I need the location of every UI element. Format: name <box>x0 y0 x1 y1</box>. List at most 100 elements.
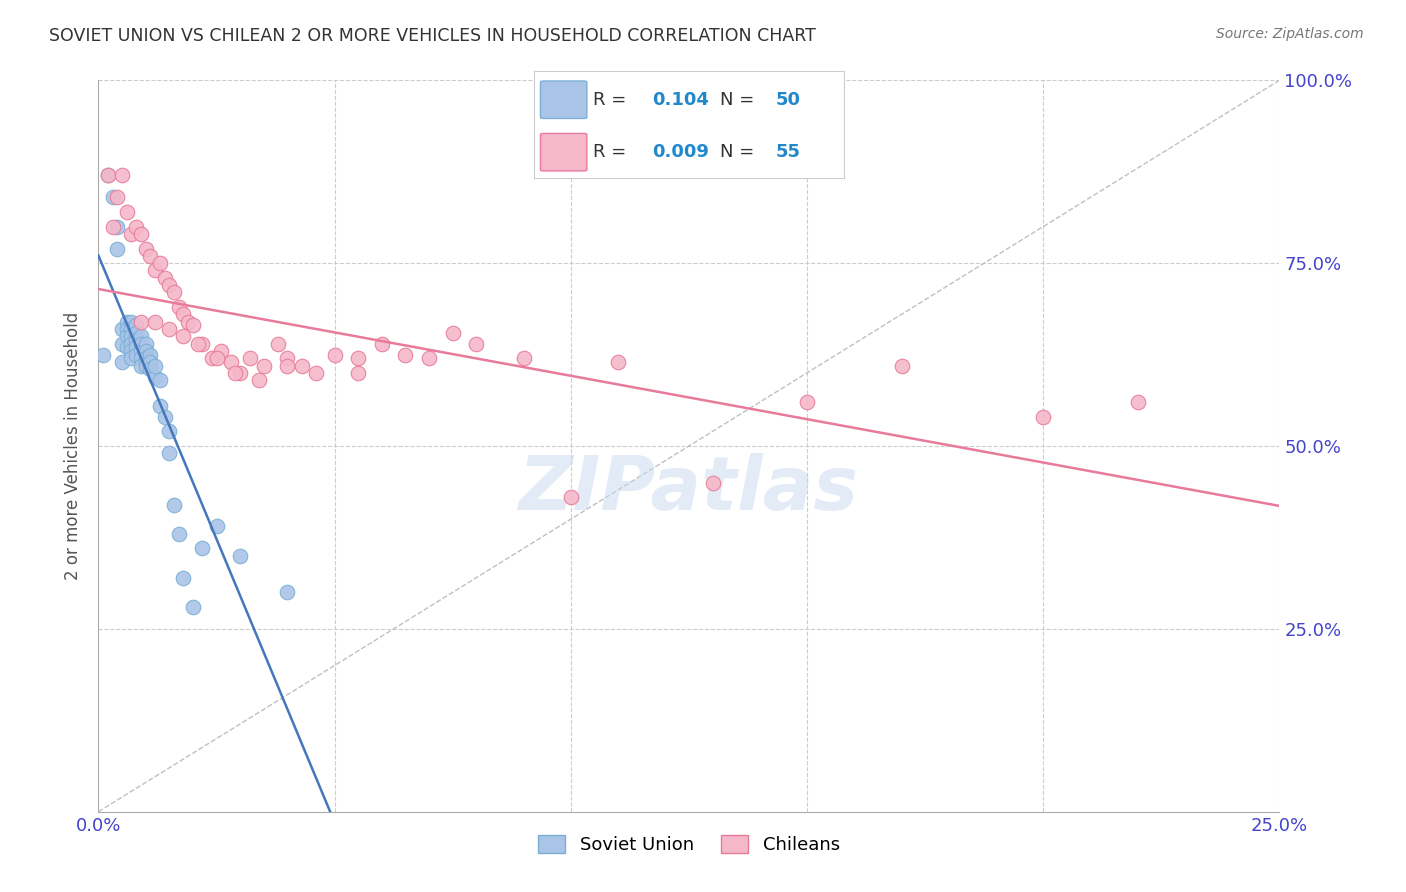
Point <box>1126 395 1149 409</box>
Point <box>149 373 172 387</box>
Text: SOVIET UNION VS CHILEAN 2 OR MORE VEHICLES IN HOUSEHOLD CORRELATION CHART: SOVIET UNION VS CHILEAN 2 OR MORE VEHICL… <box>49 27 815 45</box>
Point <box>153 270 176 285</box>
Point <box>205 351 228 366</box>
Point <box>239 351 262 366</box>
Point <box>129 343 152 358</box>
Point <box>143 369 166 384</box>
Point <box>125 347 148 362</box>
Point <box>143 359 166 373</box>
Point <box>111 355 134 369</box>
Point <box>323 347 346 362</box>
Point <box>121 351 143 366</box>
Point <box>115 205 138 219</box>
Point <box>394 347 416 362</box>
Point <box>172 329 194 343</box>
Point <box>125 219 148 234</box>
Point <box>115 329 138 343</box>
Point <box>97 169 120 183</box>
Point <box>149 256 172 270</box>
Point <box>135 343 157 358</box>
Point <box>167 300 190 314</box>
Point <box>125 318 148 333</box>
Point <box>149 399 172 413</box>
Point <box>702 475 724 490</box>
Point <box>347 351 370 366</box>
Point <box>229 366 252 380</box>
Point <box>157 322 180 336</box>
Text: ZIPatlas: ZIPatlas <box>519 453 859 526</box>
Point <box>177 315 200 329</box>
Point <box>91 347 114 362</box>
Point <box>560 490 582 504</box>
Point <box>115 315 138 329</box>
Point <box>607 355 630 369</box>
Text: N =: N = <box>720 91 754 109</box>
Point <box>129 329 152 343</box>
Point <box>205 519 228 533</box>
Text: Source: ZipAtlas.com: Source: ZipAtlas.com <box>1216 27 1364 41</box>
Point <box>276 585 298 599</box>
Point <box>201 351 224 366</box>
Point <box>224 366 246 380</box>
Text: 50: 50 <box>776 91 800 109</box>
Point <box>153 409 176 424</box>
Point <box>139 362 162 376</box>
Point <box>105 190 128 204</box>
Point <box>121 343 143 358</box>
Point <box>111 169 134 183</box>
Point <box>125 340 148 354</box>
Point <box>191 336 214 351</box>
Point <box>181 318 204 333</box>
Point <box>371 336 394 351</box>
Point <box>111 336 134 351</box>
Point <box>187 336 209 351</box>
Point <box>219 355 242 369</box>
Text: N =: N = <box>720 143 754 161</box>
Point <box>129 359 152 373</box>
Point <box>129 336 152 351</box>
Point <box>157 278 180 293</box>
Point <box>101 190 124 204</box>
Point <box>105 242 128 256</box>
Point <box>135 351 157 366</box>
Point <box>512 351 534 366</box>
Point <box>97 169 120 183</box>
Point <box>890 359 912 373</box>
Point <box>129 315 152 329</box>
Point <box>157 425 180 439</box>
Point <box>125 326 148 340</box>
Point <box>172 307 194 321</box>
Legend: Soviet Union, Chileans: Soviet Union, Chileans <box>531 828 846 861</box>
Point <box>105 219 128 234</box>
Text: R =: R = <box>593 143 626 161</box>
Point <box>129 351 152 366</box>
Point <box>253 359 276 373</box>
Point <box>139 355 162 369</box>
Point <box>1032 409 1054 424</box>
Point <box>796 395 818 409</box>
Point <box>229 549 252 563</box>
Point <box>418 351 440 366</box>
Point <box>465 336 488 351</box>
Point <box>143 315 166 329</box>
Point <box>441 326 464 340</box>
Point <box>209 343 232 358</box>
Y-axis label: 2 or more Vehicles in Household: 2 or more Vehicles in Household <box>65 312 83 580</box>
Point <box>101 219 124 234</box>
Point <box>172 571 194 585</box>
Point <box>191 541 214 556</box>
Text: 0.104: 0.104 <box>652 91 709 109</box>
Point <box>129 227 152 241</box>
Point <box>121 329 143 343</box>
Point <box>181 599 204 614</box>
Text: 55: 55 <box>776 143 800 161</box>
Point <box>157 446 180 460</box>
Point <box>115 340 138 354</box>
Point <box>135 336 157 351</box>
Point <box>121 227 143 241</box>
Point <box>143 263 166 277</box>
Point <box>276 359 298 373</box>
Point <box>121 315 143 329</box>
Point <box>115 322 138 336</box>
FancyBboxPatch shape <box>540 134 586 171</box>
